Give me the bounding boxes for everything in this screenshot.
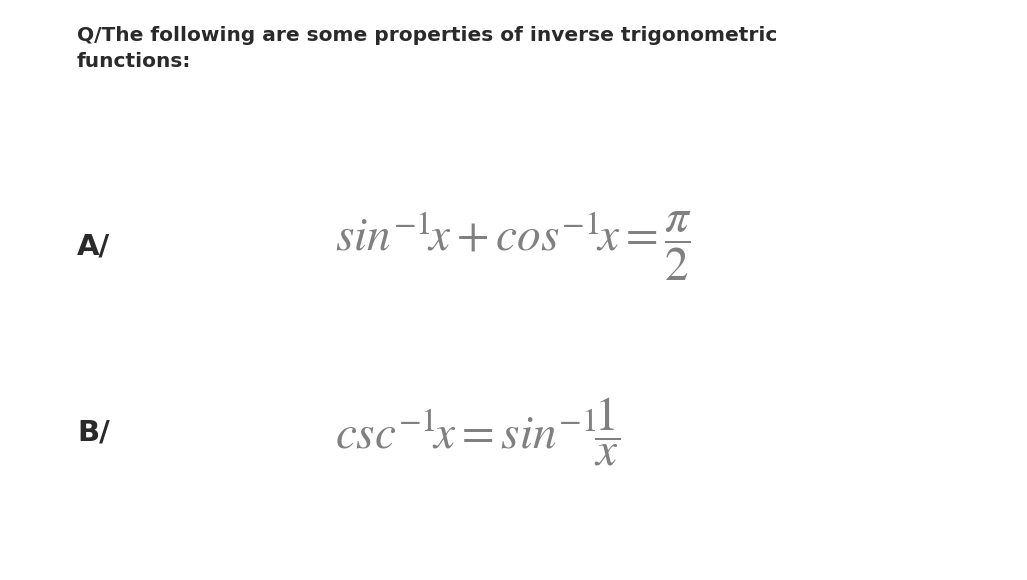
Text: Q/The following are some properties of inverse trigonometric
functions:: Q/The following are some properties of i…: [77, 26, 777, 71]
Text: $\mathit{sin}^{-1}\!\mathit{x} + \mathit{cos}^{-1}\!\mathit{x} = \dfrac{\pi}{2}$: $\mathit{sin}^{-1}\!\mathit{x} + \mathit…: [335, 210, 692, 283]
Text: A/: A/: [77, 233, 110, 260]
Text: B/: B/: [77, 418, 110, 446]
Text: $\mathit{csc}^{-1}\!\mathit{x} = \mathit{sin}^{-1}\!\dfrac{1}{\mathit{x}}$: $\mathit{csc}^{-1}\!\mathit{x} = \mathit…: [335, 396, 620, 469]
